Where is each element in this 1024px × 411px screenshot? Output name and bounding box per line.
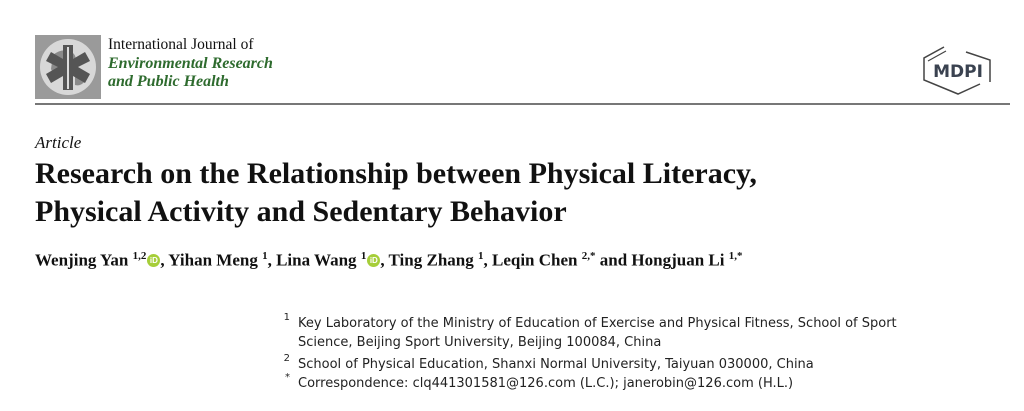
author-affiliation-marker: 1 bbox=[262, 250, 268, 262]
affiliation-number: 2 bbox=[283, 353, 290, 364]
author-affiliation-marker: 1 bbox=[360, 250, 367, 262]
mdpi-logo: MDPI bbox=[920, 44, 996, 101]
orcid-icon[interactable]: iD bbox=[147, 253, 161, 267]
journal-name-line1: International Journal of bbox=[108, 36, 254, 53]
header-divider bbox=[35, 103, 1010, 105]
author-separator: , bbox=[160, 250, 169, 270]
author-list: Wenjing Yan 1,2 iD, Yihan Meng 1, Lina Wa… bbox=[35, 250, 742, 271]
article-type: Article bbox=[35, 133, 82, 152]
journal-name-line3: and Public Health bbox=[108, 73, 229, 90]
author-name: Hongjuan Li bbox=[631, 250, 729, 270]
svg-text:MDPI: MDPI bbox=[933, 62, 983, 82]
author-affiliation-marker: 1,2 bbox=[132, 250, 147, 262]
title-line-1: Research on the Relationship between Phy… bbox=[35, 157, 757, 190]
author-affiliation-marker: 2,* bbox=[581, 250, 596, 262]
author-name: Yihan Meng bbox=[168, 250, 263, 270]
orcid-icon[interactable]: iD bbox=[367, 253, 381, 267]
title-line-2: Physical Activity and Sedentary Behavior bbox=[35, 195, 567, 228]
author-separator: , bbox=[267, 250, 277, 270]
author-separator: and bbox=[595, 250, 632, 270]
paper-title: Research on the Relationship between Phy… bbox=[35, 155, 757, 231]
journal-name-line2: Environmental Research bbox=[108, 55, 273, 72]
affiliation-number: 1 bbox=[283, 312, 290, 323]
author-separator: , bbox=[380, 250, 389, 270]
author-name: Wenjing Yan bbox=[35, 250, 133, 270]
affiliation-text: School of Physical Education, Shanxi Nor… bbox=[298, 357, 814, 372]
author-name: Leqin Chen bbox=[491, 250, 582, 270]
journal-logo bbox=[35, 35, 101, 99]
author-name: Lina Wang bbox=[276, 250, 361, 270]
author-name: Ting Zhang bbox=[388, 250, 478, 270]
affiliation-number: * bbox=[285, 372, 290, 383]
affiliation-text: Key Laboratory of the Ministry of Educat… bbox=[298, 316, 897, 350]
author-affiliation-marker: 1,* bbox=[728, 250, 743, 262]
author-separator: , bbox=[483, 250, 492, 270]
affiliation-text: Correspondence: clq441301581@126.com (L.… bbox=[298, 376, 794, 391]
author-affiliation-marker: 1 bbox=[477, 250, 484, 262]
